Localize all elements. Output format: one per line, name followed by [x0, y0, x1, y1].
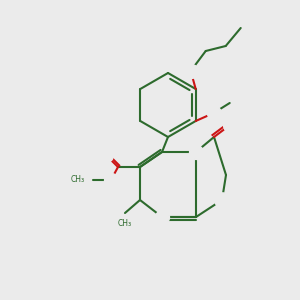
- Text: O: O: [102, 150, 110, 160]
- Text: CH₃: CH₃: [118, 218, 132, 227]
- Text: CH₃: CH₃: [71, 176, 85, 184]
- Text: N: N: [158, 212, 166, 222]
- Text: O: O: [187, 66, 194, 76]
- Text: S: S: [219, 195, 225, 205]
- Text: O: O: [107, 175, 115, 185]
- Text: O: O: [226, 120, 234, 130]
- Text: N: N: [192, 147, 200, 157]
- Text: O: O: [210, 108, 218, 118]
